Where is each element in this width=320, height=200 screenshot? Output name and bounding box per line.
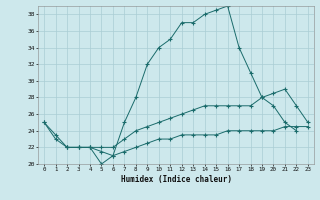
X-axis label: Humidex (Indice chaleur): Humidex (Indice chaleur) (121, 175, 231, 184)
